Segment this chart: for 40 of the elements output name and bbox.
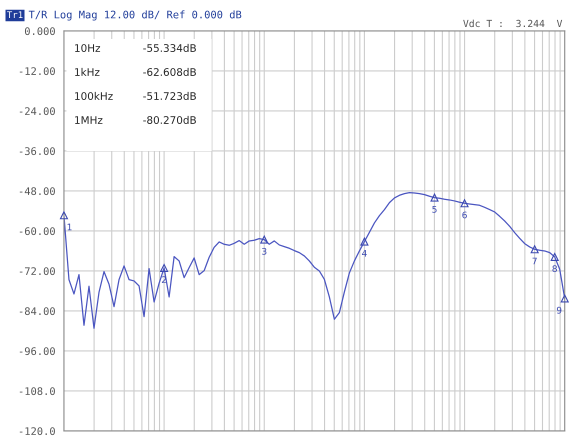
y-tick-label: -84.00 [20, 307, 55, 316]
point [560, 294, 569, 303]
annotation: -80.270dB [143, 116, 196, 124]
y-tick-label: 0.000 [24, 27, 55, 36]
y-tick-label: -60.00 [20, 227, 55, 236]
annotation: 9 [556, 306, 562, 314]
point [160, 264, 168, 272]
point [550, 252, 559, 261]
annotation: 2 [162, 276, 166, 283]
y-tick-label: -72.00 [20, 267, 55, 276]
point [360, 238, 368, 246]
annotation: -51.723dB [143, 92, 196, 100]
annotation: 1kHz [75, 68, 100, 76]
chart-title: T/R Log Mag 12.00 dB/ Ref 0.000 dB [28, 10, 242, 21]
y-tick-label: -12.00 [20, 67, 55, 76]
point [260, 236, 268, 244]
annotation: 7 [532, 258, 537, 264]
annotation: -55.334dB [143, 44, 196, 52]
point [60, 211, 68, 220]
point [430, 194, 439, 202]
y-tick-label: -96.00 [20, 347, 55, 356]
annotation: 1 [68, 224, 72, 230]
annotation: 4 [362, 250, 367, 257]
text: Vdc T : 3.244 V [463, 20, 562, 28]
point [460, 199, 469, 208]
text: Tr1 [7, 11, 23, 18]
y-tick-label: -120.0 [20, 427, 55, 436]
annotation: 5 [432, 206, 437, 213]
y-tick-label: -24.00 [20, 107, 55, 116]
y-tick-label: -108.0 [20, 387, 55, 396]
annotation: 8 [552, 265, 557, 272]
annotation: 6 [462, 212, 467, 218]
y-tick-label: -36.00 [20, 147, 55, 156]
annotation: 10Hz [75, 44, 100, 52]
annotation: 3 [262, 248, 266, 255]
point [530, 245, 539, 254]
annotation: 1MHz [75, 116, 102, 124]
annotation: -62.608dB [143, 68, 196, 76]
annotation: 100kHz [75, 92, 113, 100]
y-tick-label: -48.00 [20, 187, 55, 196]
